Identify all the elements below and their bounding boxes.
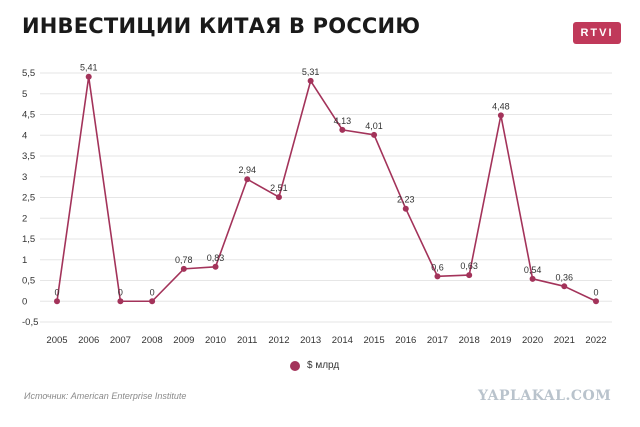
- data-label: 0,78: [175, 255, 193, 265]
- x-tick-label: 2017: [427, 335, 448, 346]
- data-label: 2,51: [270, 183, 288, 193]
- data-label: 0: [593, 287, 598, 297]
- data-point: [561, 283, 568, 290]
- data-point: [244, 176, 251, 183]
- data-point: [180, 265, 187, 272]
- data-label: 2,23: [397, 195, 415, 205]
- source-note: Источник: American Enterprise Institute: [24, 391, 187, 401]
- legend-label: $ млрд: [307, 360, 340, 371]
- x-tick-label: 2013: [300, 335, 321, 346]
- data-point: [212, 263, 219, 270]
- data-label: 0: [150, 287, 155, 297]
- y-tick-label: 5,5: [22, 68, 35, 79]
- chart-legend: $ млрд: [290, 360, 339, 371]
- data-point: [339, 126, 346, 133]
- data-label: 4,01: [365, 121, 383, 131]
- data-point: [149, 298, 156, 305]
- y-tick-label: 4: [22, 130, 27, 141]
- x-tick-label: 2018: [459, 335, 480, 346]
- y-tick-label: 2,5: [22, 193, 35, 204]
- data-label: 0,83: [207, 253, 225, 263]
- y-tick-label: 3,5: [22, 151, 35, 162]
- x-tick-label: 2006: [78, 335, 99, 346]
- x-tick-label: 2007: [110, 335, 131, 346]
- x-tick-label: 2019: [490, 335, 511, 346]
- data-label: 4,13: [334, 116, 352, 126]
- y-tick-label: 1,5: [22, 234, 35, 245]
- data-label: 0,36: [556, 272, 574, 282]
- data-point: [529, 275, 536, 282]
- data-point: [402, 205, 409, 212]
- data-label: 5,31: [302, 67, 320, 77]
- y-tick-label: 3: [22, 172, 27, 183]
- y-tick-label: -0,5: [22, 317, 38, 328]
- y-tick-label: 5: [22, 89, 27, 100]
- data-point: [54, 298, 60, 305]
- data-label: 0,54: [524, 265, 542, 275]
- data-label: 0,63: [460, 261, 478, 271]
- x-tick-label: 2008: [142, 335, 163, 346]
- x-tick-label: 2016: [395, 335, 416, 346]
- data-label: 0,6: [431, 262, 444, 272]
- y-tick-label: 0: [22, 296, 27, 307]
- watermark: YAPLAKAL.COM: [478, 388, 612, 404]
- y-tick-label: 0,5: [22, 276, 35, 287]
- data-point: [117, 298, 124, 305]
- x-tick-label: 2009: [173, 335, 194, 346]
- data-label: 0: [118, 287, 123, 297]
- x-tick-label: 2021: [554, 335, 575, 346]
- data-label: 0: [54, 287, 59, 297]
- brand-logo: RTVI: [573, 22, 621, 44]
- y-tick-label: 1: [22, 255, 27, 266]
- data-point: [466, 272, 473, 279]
- chart-title: ИНВЕСТИЦИИ КИТАЯ В РОССИЮ: [22, 14, 421, 38]
- y-tick-label: 4,5: [22, 110, 35, 121]
- x-tick-label: 2011: [237, 335, 257, 346]
- data-point: [497, 112, 504, 119]
- x-tick-label: 2014: [332, 335, 353, 346]
- data-label: 4,48: [492, 101, 510, 111]
- data-point: [85, 73, 92, 80]
- data-point: [371, 131, 378, 138]
- x-tick-label: 2010: [205, 335, 226, 346]
- data-label: 5,41: [80, 63, 98, 73]
- data-point: [593, 298, 599, 305]
- data-point: [434, 273, 441, 280]
- y-tick-label: 2: [22, 213, 27, 224]
- x-tick-label: 2022: [585, 335, 606, 346]
- x-tick-label: 2012: [268, 335, 289, 346]
- x-tick-label: 2005: [46, 335, 67, 346]
- legend-marker: [290, 360, 300, 371]
- data-point: [275, 194, 282, 201]
- data-point: [307, 77, 314, 84]
- x-tick-label: 2020: [522, 335, 543, 346]
- x-tick-label: 2015: [363, 335, 384, 346]
- series-line: [56, 75, 597, 303]
- data-label: 2,94: [238, 165, 256, 175]
